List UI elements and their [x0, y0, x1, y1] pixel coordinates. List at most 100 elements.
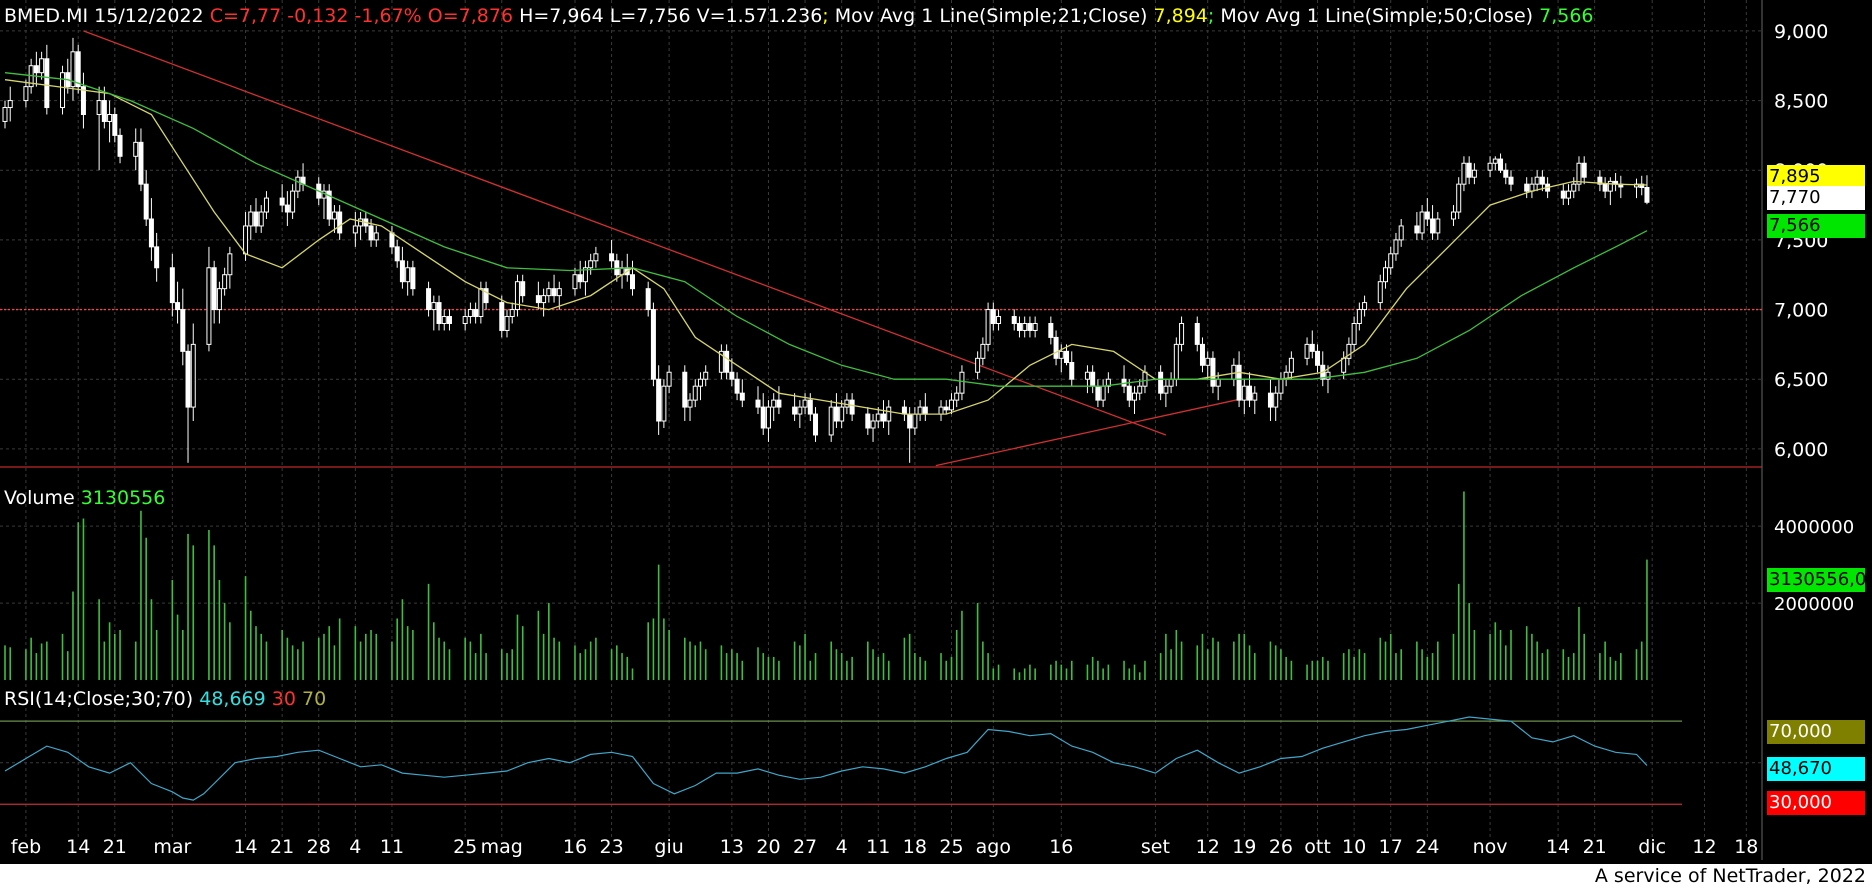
volume-label: Volume	[4, 487, 75, 509]
candle-down	[609, 253, 615, 262]
candle-up	[133, 141, 139, 157]
candle-up	[588, 260, 594, 269]
candle-up	[593, 253, 599, 262]
candle-up	[1356, 309, 1362, 324]
ohlc-hlv: H=7,964 L=7,756 V=1.571.236	[519, 5, 823, 27]
grid-layer	[0, 0, 1763, 860]
candle-up	[1377, 281, 1383, 304]
volume-header: Volume 3130556	[4, 487, 165, 509]
candle-down	[551, 288, 557, 297]
candle-up	[96, 100, 102, 115]
ma50-line	[4, 72, 1648, 387]
candle-up	[462, 316, 468, 324]
candle-down	[1639, 183, 1645, 189]
candle-up	[1388, 253, 1394, 269]
x-tick-label: 11	[866, 836, 890, 858]
x-tick-label: 25	[453, 836, 477, 858]
x-tick-label: set	[1141, 836, 1170, 858]
candle-up	[1058, 350, 1064, 359]
candle-up	[1419, 211, 1425, 234]
candle-down	[865, 413, 871, 429]
candle-up	[190, 343, 196, 408]
candle-down	[1027, 322, 1033, 331]
axis-layer: 9,0008,5008,0007,5007,0006,5006,00040000…	[11, 21, 1854, 858]
candle-up	[666, 371, 672, 387]
candle-up	[295, 176, 301, 192]
ma21-label: Mov Avg 1 Line(Simple;21;Close)	[834, 5, 1148, 27]
candle-up	[661, 385, 667, 422]
candle-down	[1644, 187, 1650, 203]
ma21-value: 7,894	[1153, 5, 1208, 27]
candle-up	[1346, 343, 1352, 359]
candle-up	[959, 371, 965, 394]
candle-down	[1199, 343, 1205, 366]
candle-down	[520, 281, 526, 297]
candle-up	[60, 72, 66, 109]
candle-down	[169, 267, 175, 304]
candle-up	[1278, 378, 1284, 394]
candle-up	[1471, 169, 1477, 178]
x-tick-label: 21	[1583, 836, 1607, 858]
x-tick-label: 16	[1049, 836, 1073, 858]
candle-down	[1581, 162, 1587, 178]
x-tick-label: 4	[836, 836, 848, 858]
x-tick-label: 14	[66, 836, 90, 858]
candle-down	[990, 309, 996, 324]
volume-value-tag: 3130556,00	[1767, 568, 1872, 592]
candle-down	[650, 309, 656, 380]
x-tick-label: 24	[1415, 836, 1439, 858]
candle-down	[394, 246, 400, 262]
candle-up	[1022, 322, 1028, 331]
candle-up	[1132, 392, 1137, 401]
candle-up	[1105, 378, 1111, 387]
x-tick-label: 18	[1734, 836, 1758, 858]
candle-down	[473, 309, 479, 318]
candle-down	[75, 51, 81, 88]
rsi-label: RSI(14;Close;30;70)	[4, 688, 194, 710]
candle-down	[1126, 385, 1132, 401]
candle-down	[1069, 362, 1075, 380]
candle-up	[1325, 371, 1331, 380]
candle-down	[148, 218, 154, 248]
candle-down	[645, 288, 651, 311]
candle-up	[331, 211, 337, 220]
candle-down	[185, 350, 191, 408]
candle-up	[39, 58, 45, 74]
candle-up	[373, 232, 379, 241]
candle-down	[1503, 169, 1509, 178]
candle-down	[143, 183, 149, 220]
x-tick-label: 14	[233, 836, 257, 858]
ma50-price-tag: 7,566	[1767, 214, 1865, 238]
candle-up	[1231, 364, 1237, 380]
candle-down	[284, 204, 290, 213]
candle-down	[1424, 211, 1430, 220]
candle-up	[1142, 371, 1148, 387]
candle-up	[1534, 176, 1540, 185]
x-tick-label: 25	[939, 836, 963, 858]
candle-up	[839, 406, 845, 422]
candle-up	[980, 343, 986, 359]
candle-up	[1450, 211, 1456, 220]
candle-down	[739, 392, 745, 401]
price-panel	[0, 30, 1762, 467]
x-tick-label: mag	[481, 836, 523, 858]
candle-up	[703, 371, 709, 380]
candle-up	[514, 281, 520, 311]
candle-down	[1247, 385, 1253, 401]
candle-up	[572, 274, 578, 290]
close-price-tag: 7,770	[1767, 186, 1865, 210]
x-tick-label: 11	[380, 836, 404, 858]
candle-down	[682, 371, 688, 408]
price-tick-label: 6,000	[1774, 439, 1828, 461]
candle-down	[44, 58, 50, 109]
ma21-price-tag: 7,895	[1767, 165, 1865, 189]
candle-down	[577, 274, 583, 283]
candle-down	[724, 350, 730, 373]
x-tick-label: 27	[793, 836, 817, 858]
candle-up	[70, 51, 76, 88]
rsi-30-tag: 30,000	[1767, 791, 1865, 815]
candle-up	[886, 406, 892, 422]
candle-up	[1241, 385, 1247, 401]
candle-down	[368, 225, 374, 241]
